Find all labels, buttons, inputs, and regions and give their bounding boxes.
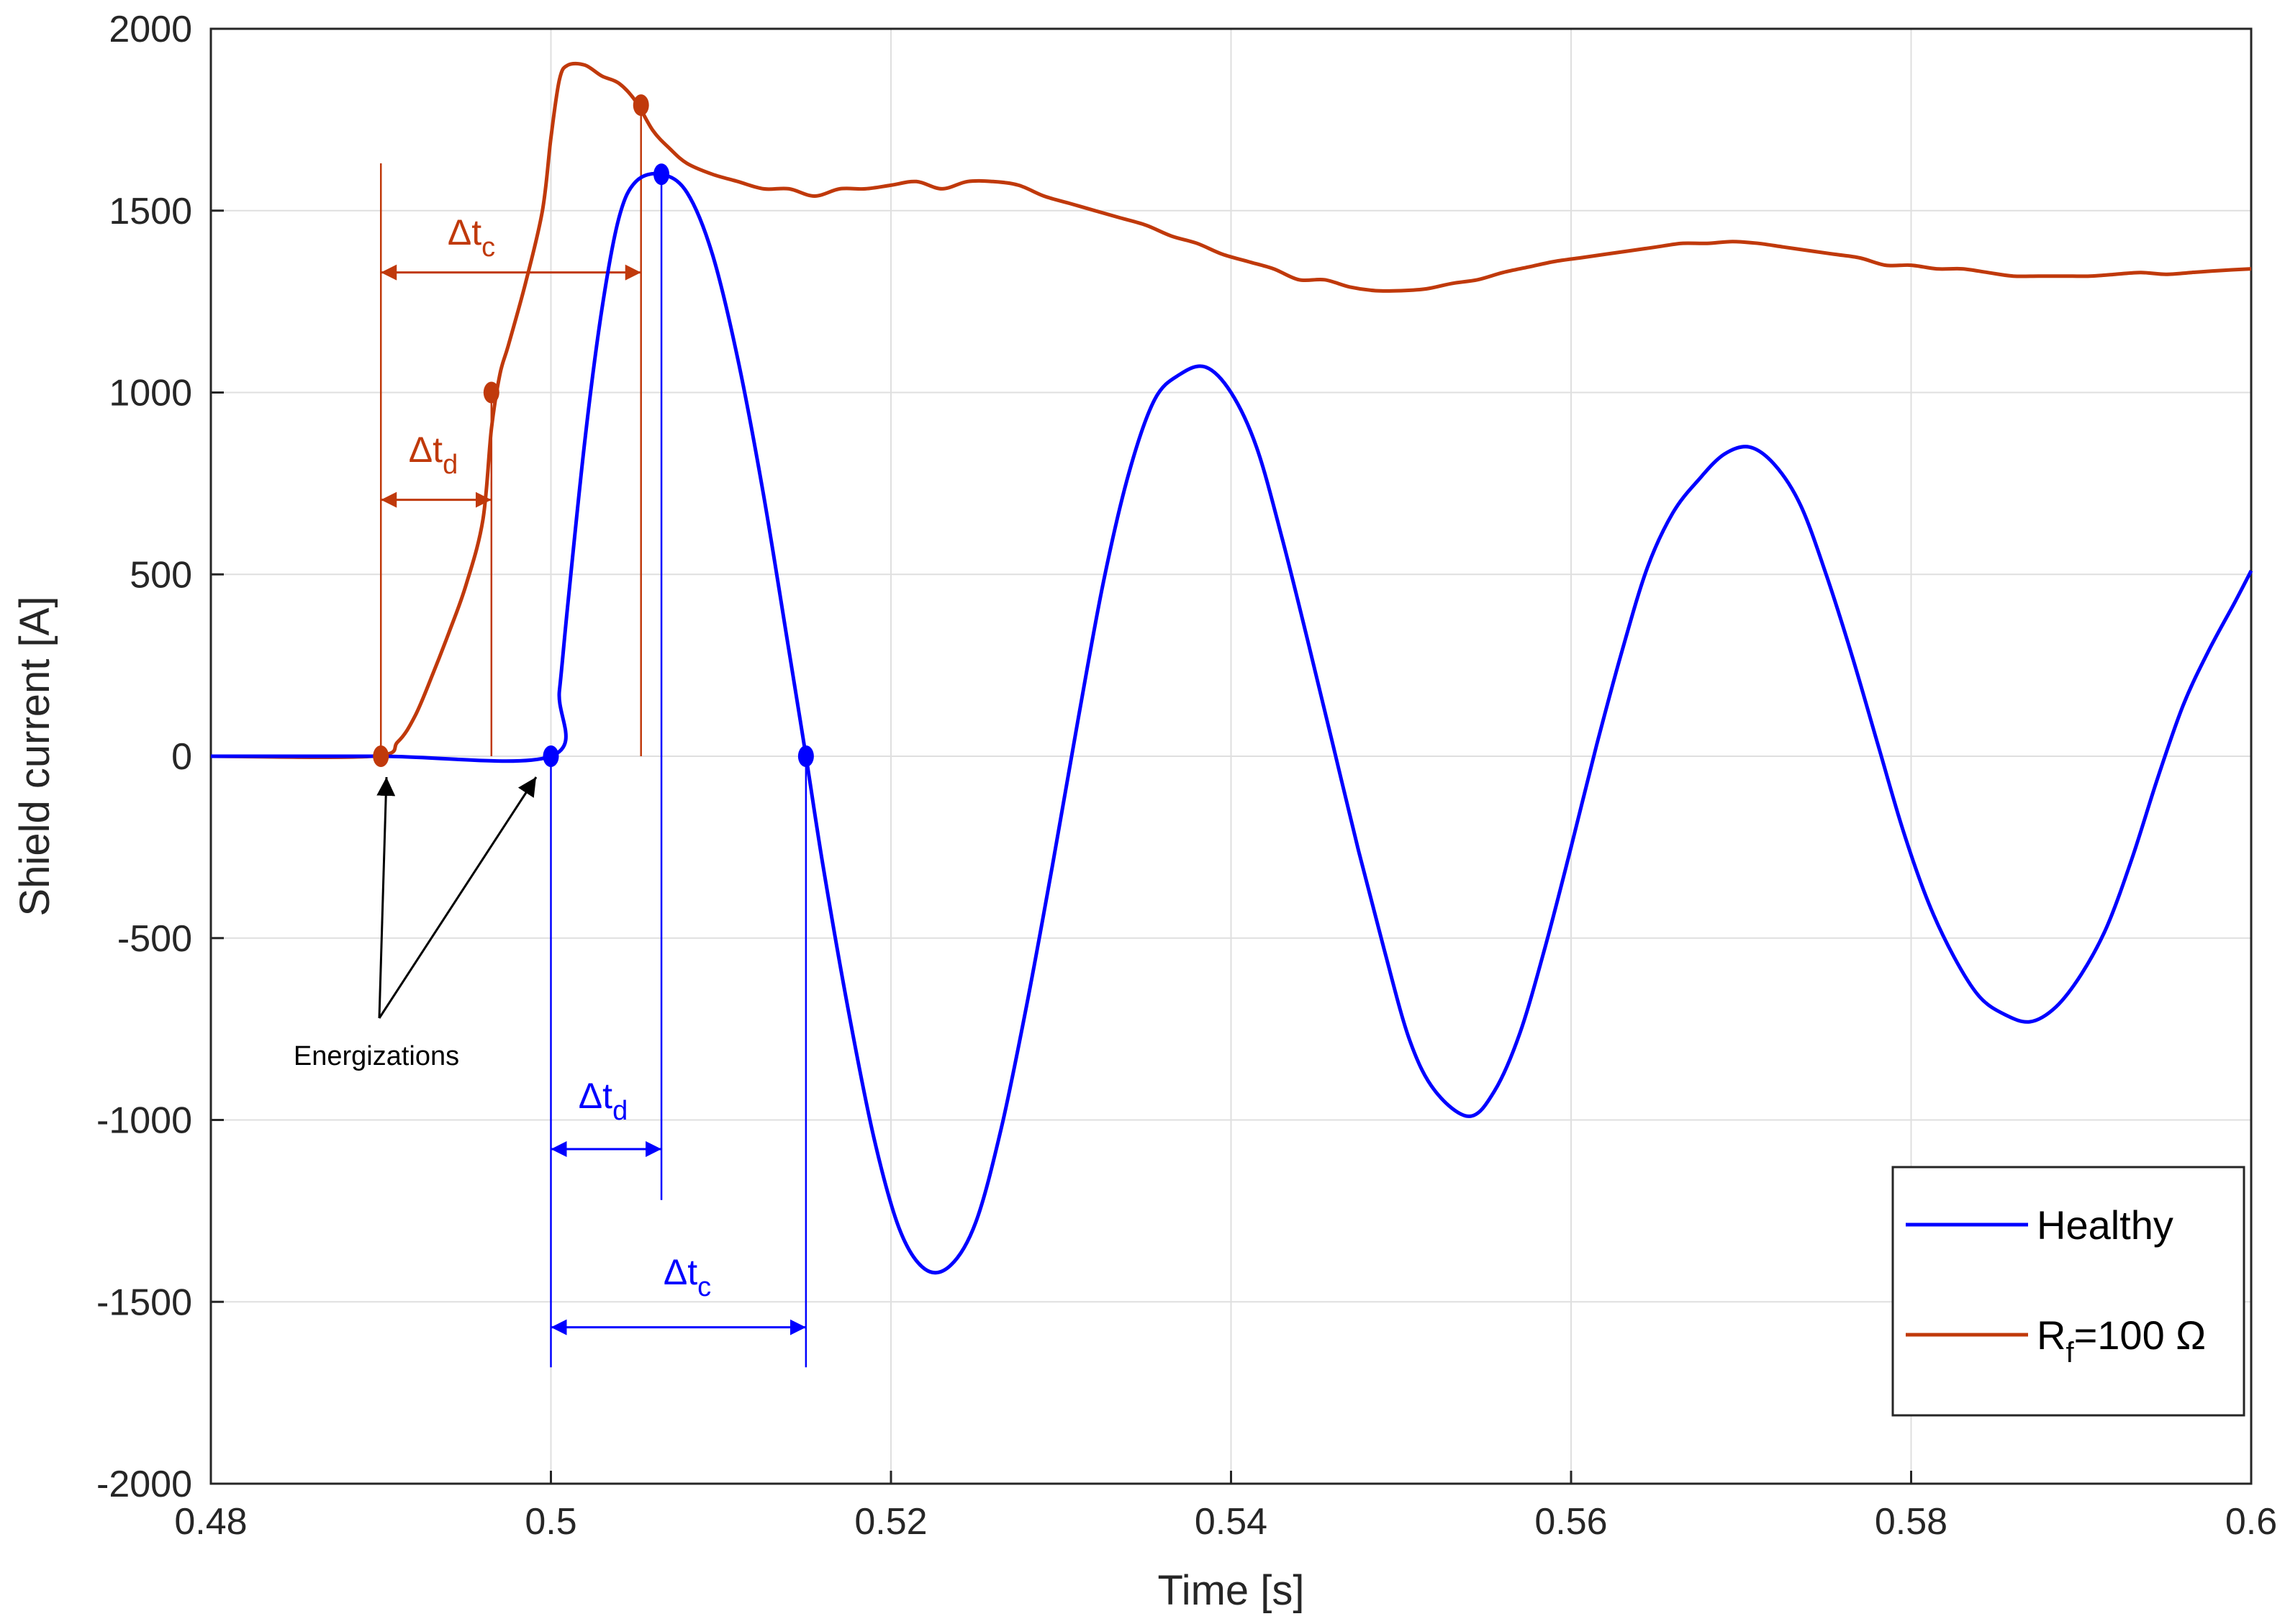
y-tick-label: -1000 (96, 1100, 192, 1142)
x-tick-label: 0.56 (1534, 1501, 1607, 1543)
marker-healthy (797, 745, 814, 767)
y-tick-label: 2000 (109, 9, 192, 50)
marker-healthy (543, 745, 559, 767)
marker-faulty (373, 745, 389, 767)
energizations-label: Energizations (294, 1041, 459, 1071)
x-tick-label: 0.54 (1195, 1501, 1267, 1543)
x-axis-label: Time [s] (1157, 1567, 1304, 1614)
annotations: Δtc Δtd Δtd Δtc Energizations (294, 105, 807, 1368)
x-tick-label: 0.58 (1875, 1501, 1947, 1543)
legend-label-healthy: Healthy (2037, 1202, 2173, 1248)
markers-layer (373, 94, 814, 767)
red-dtd-label: Δtd (409, 430, 458, 480)
y-axis-label: Shield current [A] (12, 596, 58, 917)
series-line-healthy (210, 171, 2253, 1275)
series-line-faulty (210, 61, 2252, 760)
y-tick-label: 500 (130, 554, 192, 596)
y-tick-label: -500 (117, 918, 192, 960)
x-tick-label: 0.48 (174, 1501, 247, 1543)
y-axis-ticks: -2000 -1500 -1000 -500 0 500 1000 1500 2000 (96, 9, 224, 1505)
marker-healthy (653, 163, 670, 186)
series-layer (210, 61, 2253, 1275)
legend-faulty-rest: =100 Ω (2074, 1312, 2207, 1358)
y-tick-label: 0 (171, 736, 192, 778)
x-axis-ticks: 0.48 0.5 0.52 0.54 0.56 0.58 0.6 (174, 1471, 2277, 1543)
legend-faulty-base: R (2037, 1312, 2065, 1358)
y-tick-label: 1500 (109, 191, 192, 232)
legend-box (1891, 1166, 2245, 1417)
energization-arrow-red (376, 776, 396, 1019)
legend-faulty-sub: f (2065, 1337, 2074, 1369)
blue-dtc-label: Δtc (664, 1252, 711, 1302)
legend: Healthy Rf=100 Ω (1891, 1166, 2245, 1417)
marker-faulty (483, 381, 499, 404)
x-tick-label: 0.52 (854, 1501, 927, 1543)
x-tick-label: 0.5 (525, 1501, 576, 1543)
energization-arrow-blue (378, 776, 538, 1019)
x-tick-label: 0.6 (2225, 1501, 2277, 1543)
y-tick-label: -2000 (96, 1464, 192, 1505)
red-dtc-label: Δtc (448, 212, 495, 263)
y-tick-label: 1000 (109, 373, 192, 414)
blue-dtd-label: Δtd (579, 1076, 628, 1126)
y-tick-label: -1500 (96, 1281, 192, 1323)
legend-label-faulty: Rf=100 Ω (2037, 1312, 2206, 1369)
marker-faulty (633, 94, 649, 117)
